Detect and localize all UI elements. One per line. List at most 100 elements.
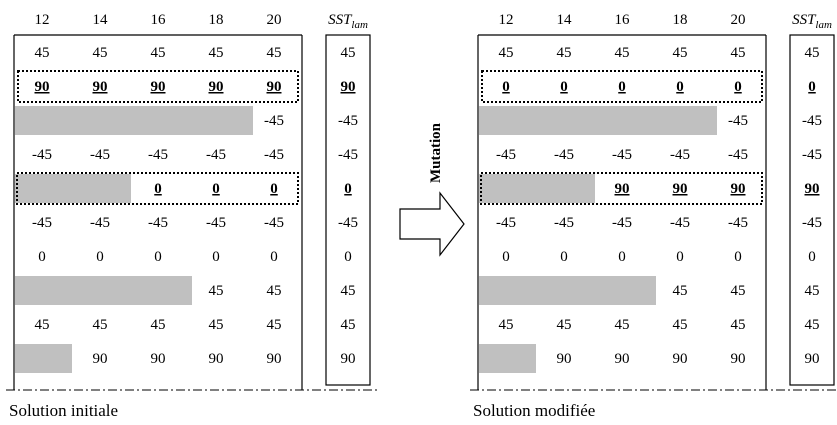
ply-angle-cell: 90 — [267, 79, 282, 95]
ply-angle-cell: 90 — [35, 79, 50, 95]
ply-angle-cell: -45 — [32, 215, 52, 231]
column-header: 12 — [35, 12, 50, 28]
ply-angle-cell: -45 — [554, 215, 574, 231]
sst-lam-cell: -45 — [338, 147, 358, 163]
ply-angle-cell: -45 — [148, 215, 168, 231]
sst-lam-cell: 0 — [344, 249, 352, 265]
ply-angle-cell: 45 — [731, 283, 746, 299]
ply-angle-cell: 90 — [615, 351, 630, 367]
sst-lam-cell: 45 — [805, 317, 820, 333]
mutation-arrow: Mutation — [399, 122, 465, 257]
mutation-label: Mutation — [428, 122, 444, 183]
ply-angle-cell: 45 — [557, 45, 572, 61]
ply-row: 90 90 90 90 — [479, 172, 820, 205]
dropped-ply-block — [479, 276, 656, 305]
ply-angle-cell: -45 — [90, 147, 110, 163]
dropped-ply-block — [15, 344, 72, 373]
ply-angle-cell: 45 — [557, 317, 572, 333]
dropped-ply-block — [479, 344, 536, 373]
column-header: 16 — [151, 12, 167, 28]
ply-angle-cell: 0 — [734, 79, 742, 95]
column-header: 18 — [209, 12, 224, 28]
ply-angle-cell: 0 — [560, 249, 568, 265]
sst-lam-cell: 45 — [805, 283, 820, 299]
ply-angle-cell: 0 — [212, 181, 220, 197]
ply-row: 45 45 45 45 45 45 — [35, 317, 356, 333]
sst-lam-header: SSTlam — [328, 12, 368, 31]
ply-angle-cell: 45 — [615, 45, 630, 61]
ply-angle-cell: 90 — [731, 351, 746, 367]
sst-lam-column-frame — [325, 34, 371, 386]
ply-row: 45 45 45 45 45 45 — [499, 317, 820, 333]
ply-angle-cell: -45 — [728, 147, 748, 163]
ply-row: 90 90 90 90 90 90 — [17, 70, 356, 103]
sst-lam-header: SSTlam — [792, 12, 832, 31]
sst-lam-cell: -45 — [802, 215, 822, 231]
dropped-ply-block — [15, 106, 253, 135]
ply-angle-cell: 45 — [673, 45, 688, 61]
mutation-highlight-box — [17, 70, 299, 103]
ply-angle-cell: -45 — [728, 215, 748, 231]
ply-angle-cell: 45 — [93, 45, 108, 61]
ply-angle-cell: -45 — [612, 147, 632, 163]
sst-lam-cell: 45 — [805, 45, 820, 61]
ply-row: -45 -45 — [479, 106, 822, 135]
ply-row: 0 0 0 0 0 0 — [502, 249, 816, 265]
solution-modifiee-caption: Solution modifiée — [473, 401, 595, 420]
ply-angle-cell: 90 — [209, 79, 224, 95]
column-header: 14 — [557, 12, 573, 28]
column-header: 20 — [267, 12, 282, 28]
ply-angle-cell: 90 — [615, 181, 630, 197]
ply-angle-cell: 0 — [270, 249, 278, 265]
sst-lam-cell: 45 — [341, 317, 356, 333]
ply-angle-cell: 0 — [560, 79, 568, 95]
mutation-arrow-icon — [399, 191, 465, 257]
sst-lam-cell: 90 — [805, 351, 820, 367]
sst-lam-cell: 0 — [808, 79, 816, 95]
ply-angle-cell: 45 — [209, 317, 224, 333]
ply-angle-cell: -45 — [148, 147, 168, 163]
dropped-ply-block — [15, 174, 131, 203]
ply-row: 0 0 0 0 0 0 — [481, 70, 816, 103]
dropped-ply-block — [479, 174, 595, 203]
ply-angle-cell: 90 — [557, 351, 572, 367]
ply-angle-cell: 0 — [502, 249, 510, 265]
ply-row: 90 90 90 90 90 — [479, 344, 820, 373]
solution-initiale-caption: Solution initiale — [9, 401, 118, 420]
ply-angle-cell: 45 — [731, 45, 746, 61]
ply-angle-cell: 45 — [267, 317, 282, 333]
ply-angle-cell: -45 — [264, 113, 284, 129]
ply-angle-cell: 45 — [151, 317, 166, 333]
ply-angle-cell: -45 — [670, 215, 690, 231]
ply-angle-cell: -45 — [206, 147, 226, 163]
ply-angle-cell: 45 — [209, 283, 224, 299]
sst-lam-cell: 45 — [341, 283, 356, 299]
ply-angle-cell: 90 — [731, 181, 746, 197]
dropped-ply-block — [479, 106, 717, 135]
ply-angle-cell: 0 — [38, 249, 46, 265]
column-header: 12 — [499, 12, 514, 28]
ply-angle-cell: 45 — [35, 317, 50, 333]
ply-angle-cell: -45 — [32, 147, 52, 163]
ply-angle-cell: 0 — [270, 181, 278, 197]
ply-angle-cell: 90 — [93, 351, 108, 367]
ply-row: 0 0 0 0 — [15, 172, 352, 205]
ply-angle-cell: 0 — [618, 249, 626, 265]
ply-angle-cell: 0 — [676, 79, 684, 95]
ply-angle-cell: -45 — [206, 215, 226, 231]
ply-angle-cell: 45 — [673, 317, 688, 333]
ply-angle-cell: 0 — [154, 249, 162, 265]
ply-angle-cell: -45 — [496, 215, 516, 231]
sst-lam-cell: -45 — [802, 147, 822, 163]
ply-row: -45 -45 -45 -45 -45 -45 — [496, 215, 822, 231]
mutation-highlight-box — [481, 70, 763, 103]
ply-angle-cell: 90 — [93, 79, 108, 95]
ply-row: -45 -45 -45 -45 -45 -45 — [32, 215, 358, 231]
ply-row: 90 90 90 90 90 — [15, 344, 356, 373]
ply-row: -45 -45 — [15, 106, 358, 135]
sst-lam-cell: 90 — [341, 79, 356, 95]
column-header: 20 — [731, 12, 746, 28]
